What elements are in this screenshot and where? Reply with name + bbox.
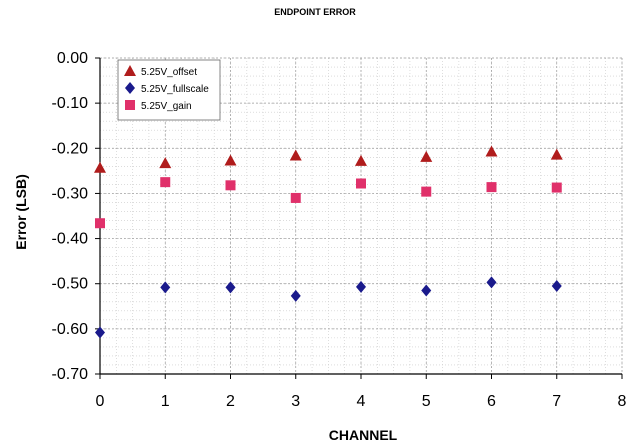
legend-entry-gain: 5.25V_gain	[125, 100, 192, 112]
data-point-triangle	[355, 154, 367, 166]
data-point-diamond	[290, 289, 301, 302]
data-point-diamond	[160, 281, 171, 294]
data-point-square	[421, 186, 432, 197]
legend-marker-diamond-icon	[125, 82, 135, 94]
data-point-diamond	[551, 279, 562, 292]
x-tick-label: 0	[96, 393, 105, 410]
y-tick-label: -0.10	[52, 95, 89, 112]
data-point-diamond	[356, 280, 366, 293]
x-tick-label: 2	[226, 393, 235, 410]
data-point-square	[486, 182, 497, 193]
data-point-triangle	[289, 149, 302, 161]
data-point-square	[160, 177, 171, 188]
data-point-triangle	[159, 157, 172, 169]
x-tick-label: 4	[357, 393, 366, 410]
data-point-triangle	[224, 154, 237, 166]
legend-label-fullscale: 5.25V_fullscale	[141, 84, 209, 95]
y-tick-label: -0.40	[52, 231, 89, 248]
y-axis-ticks: 0.00 -0.10 -0.20 -0.30 -0.40 -0.50 -0.60 -0.70	[52, 50, 100, 383]
y-tick-label: 0.00	[57, 50, 88, 67]
x-axis-ticks: 0 1 2 3 4 5 6 7 8	[96, 374, 627, 410]
legend-entry-fullscale: 5.25V_fullscale	[125, 82, 209, 95]
y-tick-label: -0.20	[52, 140, 89, 157]
data-point-square	[551, 182, 562, 193]
data-points	[94, 145, 563, 339]
data-point-diamond	[486, 276, 497, 289]
data-point-triangle	[420, 150, 433, 162]
data-point-triangle	[94, 161, 106, 173]
data-point-square	[225, 180, 236, 191]
chart-title: ENDPOINT ERROR	[274, 7, 356, 17]
data-point-diamond	[95, 326, 105, 339]
data-point-triangle	[550, 148, 563, 160]
y-axis-title: Error (LSB)	[13, 174, 29, 249]
data-point-square	[290, 192, 301, 203]
y-tick-label: -0.50	[52, 276, 89, 293]
y-tick-label: -0.70	[52, 366, 89, 383]
data-point-square	[95, 218, 105, 229]
x-axis-title: CHANNEL	[329, 427, 398, 443]
legend-marker-triangle-icon	[124, 65, 136, 76]
legend-label-gain: 5.25V_gain	[141, 101, 192, 112]
legend-label-offset: 5.25V_offset	[141, 67, 197, 78]
data-point-diamond	[225, 281, 236, 294]
y-tick-label: -0.30	[52, 185, 89, 202]
x-tick-label: 5	[422, 393, 431, 410]
legend-box	[117, 59, 221, 121]
legend-marker-diamond	[125, 82, 135, 94]
legend-marker-square-icon	[125, 100, 135, 110]
y-tick-label: -0.60	[52, 321, 89, 338]
x-tick-label: 3	[291, 393, 300, 410]
x-tick-label: 7	[552, 393, 561, 410]
legend-marker-triangle	[124, 65, 136, 76]
legend-marker-square	[125, 100, 135, 110]
data-point-diamond	[421, 284, 432, 297]
x-tick-label: 8	[618, 393, 627, 410]
data-point-triangle	[485, 145, 498, 157]
legend-entry-offset: 5.25V_offset	[124, 65, 197, 78]
x-tick-label: 1	[161, 393, 170, 410]
legend: 5.25V_offset 5.25V_fullscale 5.25V_gain	[117, 59, 221, 121]
x-tick-label: 6	[487, 393, 496, 410]
data-point-square	[356, 178, 366, 189]
